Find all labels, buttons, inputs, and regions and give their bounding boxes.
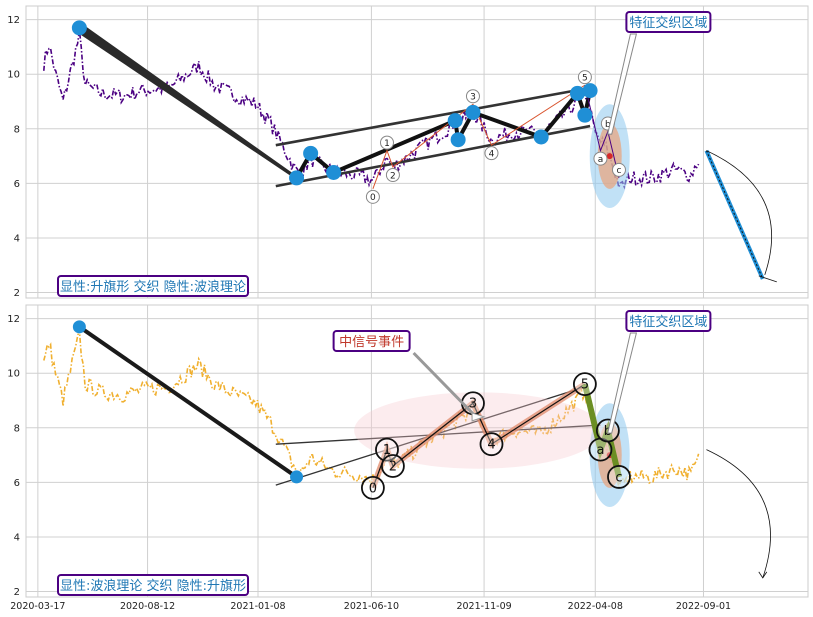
wave-label-1: 1 (384, 139, 390, 149)
wave-label-c: c (617, 166, 622, 176)
pattern-marker (72, 320, 86, 334)
price-series-line (43, 29, 700, 191)
signal-event-arrow (412, 351, 478, 418)
wave-label-0: 0 (370, 193, 376, 203)
y-tick-label: 12 (7, 314, 20, 325)
wave-label-a: a (596, 443, 604, 458)
pattern-marker (303, 145, 319, 161)
wave-label-circle (365, 189, 380, 204)
pattern-marker (71, 20, 87, 36)
wave-label-5: 5 (582, 73, 588, 83)
x-tick-label: 2020-08-12 (120, 601, 175, 612)
pattern-marker (465, 104, 481, 120)
y-tick-label: 10 (7, 70, 20, 81)
pattern-marker (447, 113, 463, 129)
wave-label-5: 5 (581, 378, 589, 393)
wave-label-circle (385, 168, 400, 183)
y-tick-label: 6 (14, 478, 20, 489)
y-tick-label: 2 (14, 587, 20, 598)
wave-label-3: 3 (469, 397, 477, 412)
wave-label-circle (572, 372, 597, 397)
x-tick-label: 2021-06-10 (344, 601, 399, 612)
wave-label-circle (360, 475, 385, 500)
wave-label-circle (593, 151, 608, 166)
pattern-marker (582, 83, 598, 99)
wave-label-1: 1 (383, 443, 391, 458)
y-tick-label: 8 (14, 124, 20, 135)
pattern-marker (533, 129, 549, 145)
flag-channel-line (275, 424, 601, 445)
bottom-panel: 24681012012345abc中信号事件特征交织区域显性:波浪理论 交织 隐… (7, 304, 809, 598)
abc-trace-line (584, 85, 620, 179)
region-label: 特征交织区域 (629, 314, 707, 330)
wave-label-circle (381, 454, 405, 478)
wave-label-b: b (605, 120, 611, 130)
wave-label-3: 3 (470, 93, 476, 103)
region-arrow (607, 33, 638, 135)
x-tick-label: 2022-09-01 (676, 601, 731, 612)
interweave-center-dot (606, 153, 613, 160)
y-tick-label: 10 (7, 369, 20, 380)
flagpole-band (79, 21, 297, 180)
forecast-arc (706, 150, 773, 276)
flag-channel-line (275, 86, 591, 147)
wave-label-2: 2 (389, 460, 397, 475)
plot-area (25, 5, 809, 299)
x-tick-label: 2021-01-08 (230, 601, 285, 612)
caption-box (57, 275, 249, 297)
pattern-marker (290, 470, 304, 484)
signal-event-arrowhead (471, 412, 486, 422)
wave-label-4: 4 (487, 438, 495, 453)
pattern-marker (450, 132, 466, 148)
wave-label-circle (465, 89, 480, 104)
wave-label-circle (607, 465, 631, 489)
wave-label-circle (379, 135, 394, 150)
y-tick-label: 8 (14, 423, 20, 434)
forecast-arrowhead (758, 275, 777, 283)
wave-impulse-line (372, 383, 586, 489)
forecast-arrowhead (758, 571, 768, 579)
x-tick-label: 2020-03-17 (10, 601, 65, 612)
wave-label-2: 2 (390, 171, 396, 181)
pattern-marker (569, 85, 585, 101)
region-box (625, 310, 712, 332)
caption-label: 显性:波浪理论 交织 隐性:升旗形 (60, 578, 246, 594)
caption-box (57, 574, 249, 596)
wave-label-4: 4 (489, 149, 495, 159)
x-tick-label: 2021-11-09 (456, 601, 511, 612)
pattern-marker (326, 164, 342, 180)
signal-event-box (332, 330, 411, 352)
y-tick-label: 2 (14, 288, 20, 299)
region-label: 特征交织区域 (629, 15, 707, 31)
y-tick-label: 6 (14, 179, 20, 190)
wave-label-c: c (615, 470, 622, 485)
flagpole-line (78, 325, 298, 479)
wave-trace-line (372, 84, 586, 190)
x-tick-label: 2022-04-08 (568, 601, 623, 612)
y-tick-label: 4 (14, 532, 20, 543)
pattern-marker (577, 107, 593, 123)
wave-label-circle (611, 162, 626, 177)
forecast-arc (706, 449, 771, 579)
wave-label-circle (577, 70, 592, 85)
wave-label-a: a (598, 155, 604, 165)
caption-label: 显性:升旗形 交织 隐性:波浪理论 (60, 279, 246, 295)
y-tick-label: 12 (7, 15, 20, 26)
flag-zigzag-line (294, 89, 593, 179)
pattern-marker (289, 170, 305, 186)
forecast-line-inner (705, 150, 764, 280)
signal-event-label: 中信号事件 (339, 335, 404, 350)
wave-label-circle (484, 146, 499, 161)
y-tick-label: 4 (14, 233, 20, 244)
region-box (625, 11, 712, 33)
wave-label-0: 0 (369, 481, 377, 496)
wave-label-circle (479, 432, 504, 457)
region-arrow (607, 332, 638, 434)
x-axis: 2020-03-17 2020-08-12 2021-01-08 2021-06-10… (10, 601, 731, 612)
